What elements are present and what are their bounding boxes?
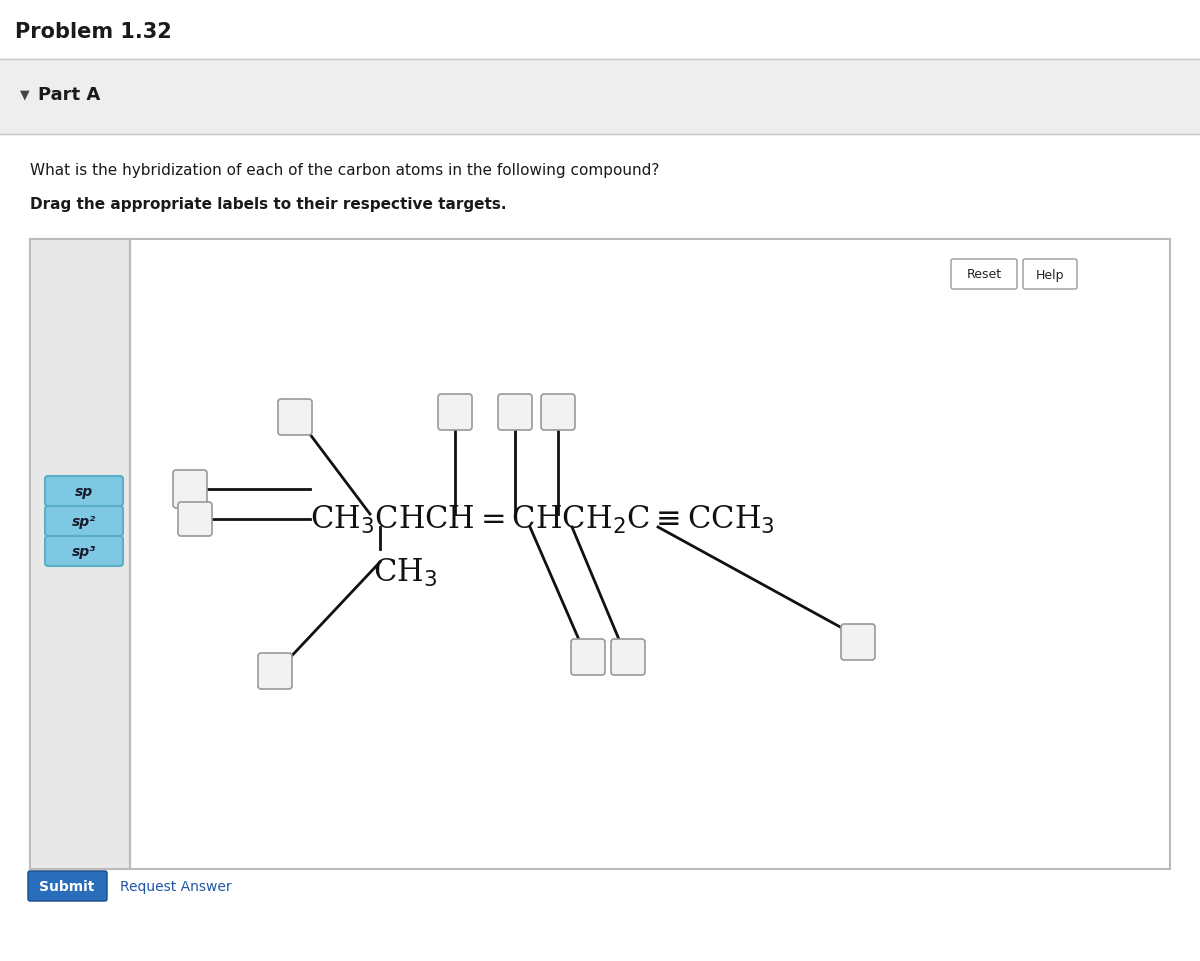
FancyBboxPatch shape [0, 135, 1200, 239]
FancyBboxPatch shape [178, 503, 212, 536]
FancyBboxPatch shape [541, 395, 575, 431]
FancyBboxPatch shape [30, 239, 130, 869]
FancyBboxPatch shape [841, 625, 875, 660]
FancyBboxPatch shape [46, 477, 124, 506]
Text: Drag the appropriate labels to their respective targets.: Drag the appropriate labels to their res… [30, 197, 506, 212]
Text: sp³: sp³ [72, 545, 96, 558]
FancyBboxPatch shape [173, 471, 208, 508]
FancyBboxPatch shape [30, 239, 1170, 869]
FancyBboxPatch shape [611, 639, 646, 676]
FancyBboxPatch shape [498, 395, 532, 431]
Text: Part A: Part A [38, 86, 101, 104]
FancyBboxPatch shape [571, 639, 605, 676]
Text: CH$_3$CHCH$=$CHCH$_2$C$\equiv$CCH$_3$: CH$_3$CHCH$=$CHCH$_2$C$\equiv$CCH$_3$ [310, 504, 775, 535]
Text: CH$_3$: CH$_3$ [373, 556, 437, 588]
Text: ▼: ▼ [20, 88, 30, 102]
Text: Submit: Submit [40, 879, 95, 893]
Text: Help: Help [1036, 268, 1064, 282]
FancyBboxPatch shape [46, 506, 124, 536]
Text: sp²: sp² [72, 514, 96, 529]
FancyBboxPatch shape [258, 653, 292, 689]
Text: What is the hybridization of each of the carbon atoms in the following compound?: What is the hybridization of each of the… [30, 162, 659, 178]
FancyBboxPatch shape [28, 871, 107, 901]
Text: Request Answer: Request Answer [120, 879, 232, 893]
FancyBboxPatch shape [0, 60, 1200, 135]
FancyBboxPatch shape [46, 536, 124, 566]
FancyBboxPatch shape [1022, 259, 1078, 289]
FancyBboxPatch shape [0, 0, 1200, 60]
FancyBboxPatch shape [438, 395, 472, 431]
FancyBboxPatch shape [952, 259, 1018, 289]
Text: Reset: Reset [966, 268, 1002, 282]
FancyBboxPatch shape [278, 400, 312, 435]
Text: sp: sp [74, 484, 94, 499]
Text: Problem 1.32: Problem 1.32 [14, 22, 172, 42]
